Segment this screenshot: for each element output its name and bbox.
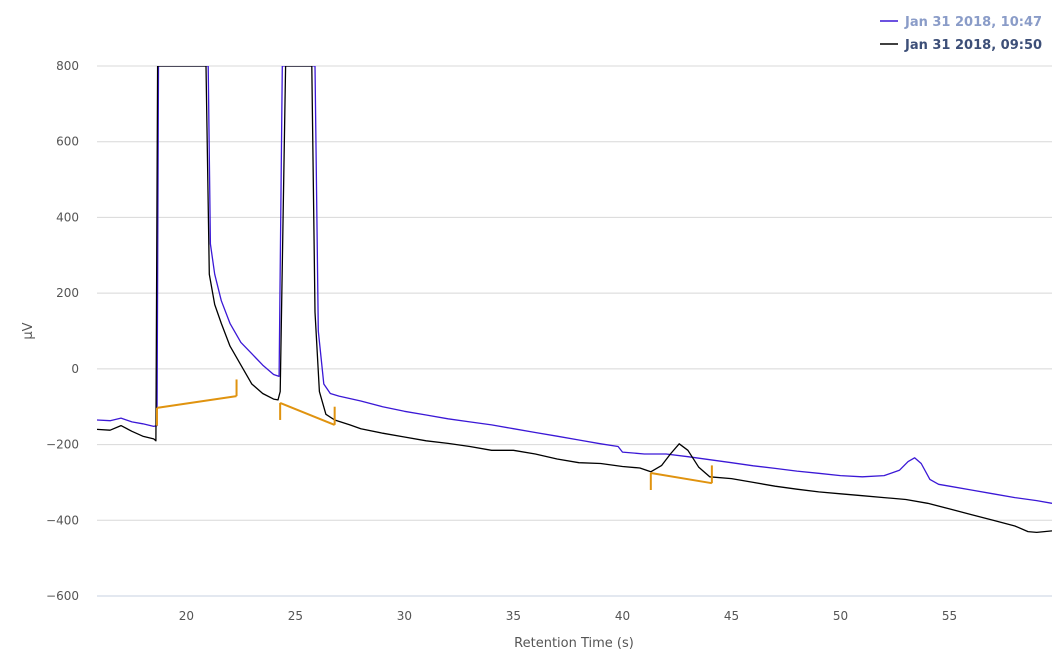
- series-line-2: [97, 66, 1052, 534]
- y-tick-label: −600: [46, 589, 79, 603]
- series-lines: [97, 66, 1052, 534]
- x-tick-label: 25: [288, 609, 303, 623]
- x-axis-title: Retention Time (s): [514, 636, 634, 651]
- y-tick-label: −200: [46, 438, 79, 452]
- y-tick-label: −400: [46, 513, 79, 527]
- legend-label: Jan 31 2018, 10:47: [904, 15, 1042, 30]
- integration-markers: [155, 379, 713, 490]
- x-tick-label: 55: [942, 609, 957, 623]
- y-tick-label: 600: [56, 135, 79, 149]
- series-line-1: [97, 66, 1052, 504]
- x-tick-label: 30: [397, 609, 412, 623]
- y-tick-label: 800: [56, 59, 79, 73]
- x-tick-label: 40: [615, 609, 630, 623]
- y-tick-label: 200: [56, 286, 79, 300]
- integration-baseline: [279, 402, 336, 426]
- legend-item-2[interactable]: Jan 31 2018, 09:50: [880, 38, 1042, 53]
- integration-baseline: [650, 471, 713, 485]
- x-tick-label: 45: [724, 609, 739, 623]
- grid-lines: [97, 65, 1052, 521]
- x-axis-ticks: 20 25 30 35 40 45 50 55: [179, 609, 957, 623]
- x-tick-label: 20: [179, 609, 194, 623]
- integration-baseline: [156, 395, 237, 409]
- y-axis-ticks: 800 600 400 200 0 −200 −400 −600: [46, 59, 79, 603]
- y-axis-title: µV: [21, 322, 36, 339]
- legend: Jan 31 2018, 10:47 Jan 31 2018, 09:50: [880, 15, 1042, 53]
- y-tick-label: 400: [56, 210, 79, 224]
- y-tick-label: 0: [71, 362, 79, 376]
- legend-label: Jan 31 2018, 09:50: [904, 38, 1042, 53]
- x-tick-label: 50: [833, 609, 848, 623]
- legend-item-1[interactable]: Jan 31 2018, 10:47: [880, 15, 1042, 30]
- x-tick-label: 35: [506, 609, 521, 623]
